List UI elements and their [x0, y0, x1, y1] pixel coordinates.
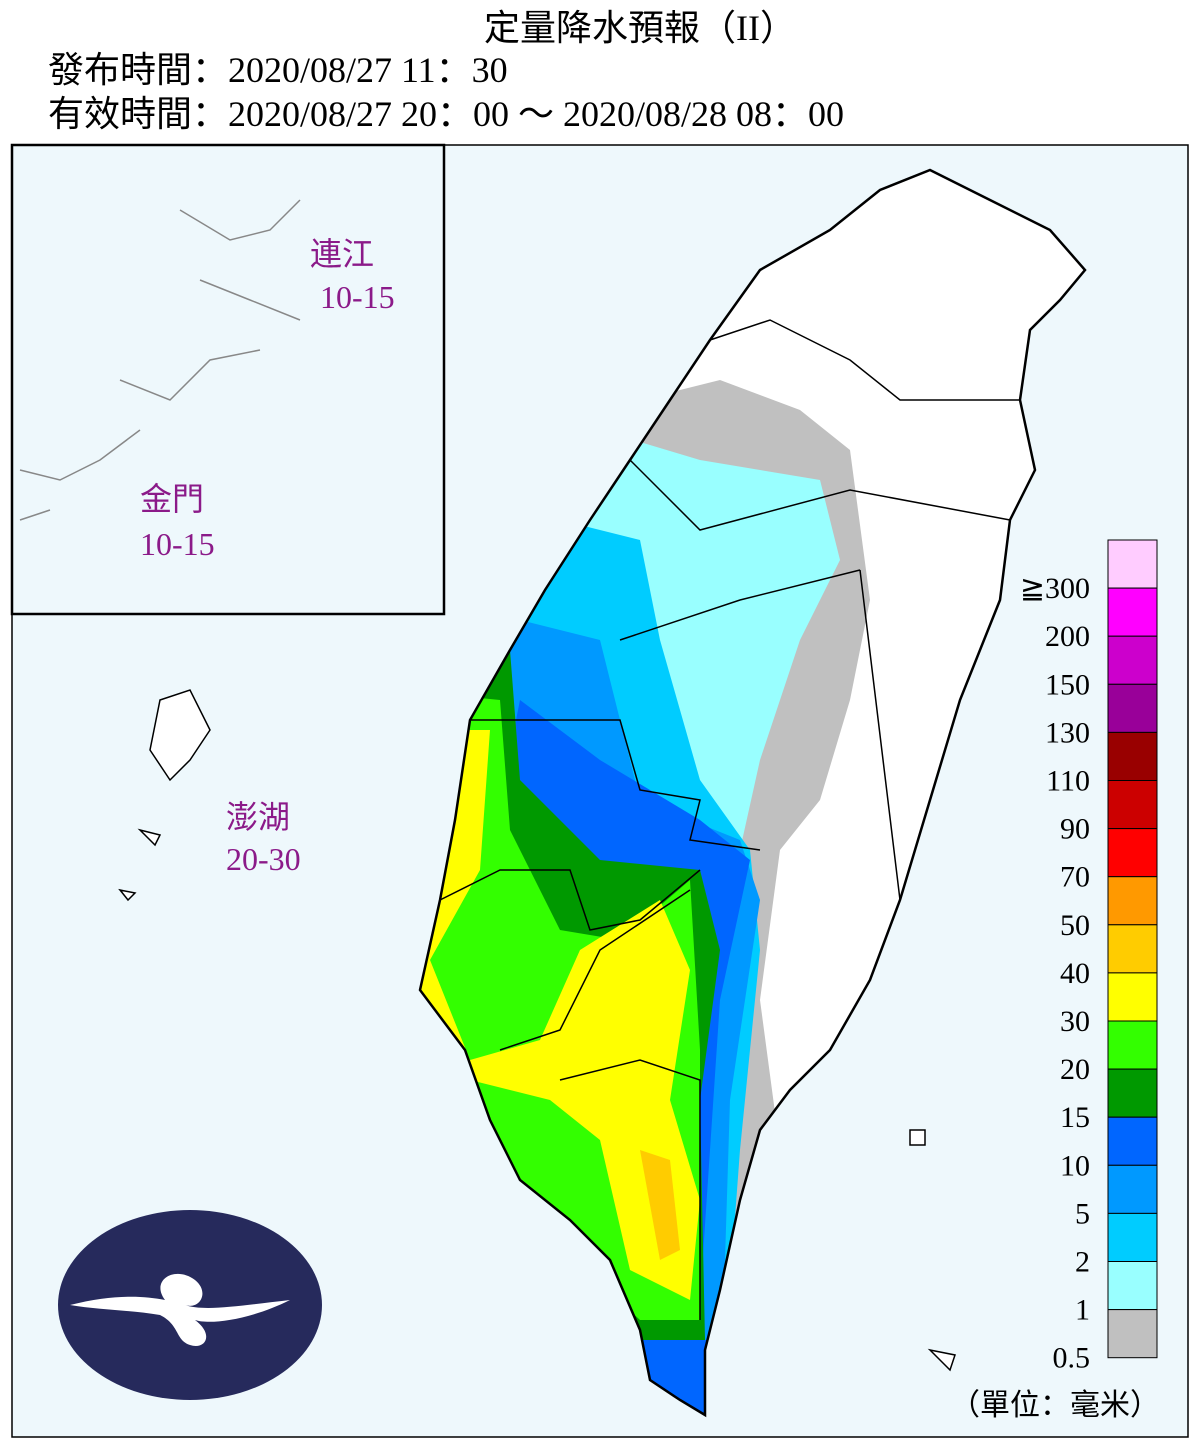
legend-label: 110: [1046, 765, 1090, 798]
legend-swatch: [1107, 587, 1158, 637]
coastline-mainland: [19, 199, 301, 521]
unit-label: （單位：毫米）: [950, 1389, 1160, 1422]
island-name: 連江: [310, 236, 374, 272]
legend-label: 15: [1060, 1101, 1090, 1134]
island-range: 10-15: [140, 526, 215, 562]
rain-orange-yellow: [640, 1150, 680, 1260]
issue-time: 發布時間：2020/08/27 11：30: [48, 50, 508, 90]
legend-swatch: [1107, 1164, 1158, 1214]
legend-label: 10: [1060, 1149, 1090, 1182]
legend-swatch: [1107, 1068, 1158, 1118]
legend-swatch: [1107, 635, 1158, 685]
legend-swatch: [1107, 539, 1158, 589]
legend-swatch: [1107, 683, 1158, 733]
title: 定量降水預報（II）: [484, 8, 796, 48]
island-name: 澎湖: [226, 799, 290, 835]
legend-label: 90: [1060, 813, 1090, 846]
valid-time: 有效時間：2020/08/27 20：00 ～ 2020/08/28 08：00: [48, 94, 844, 134]
county-borders: [439, 319, 1020, 1320]
island-name: 金門: [140, 481, 204, 517]
legend-label: 1: [1075, 1294, 1090, 1327]
legend-swatch: [1107, 1261, 1158, 1311]
island-range: 10-15: [320, 279, 395, 315]
logo-swirl: [70, 1273, 290, 1346]
outer-islands: [909, 1129, 956, 1372]
legend-swatch: [1107, 780, 1158, 830]
legend-label: 30: [1060, 1005, 1090, 1038]
rain-yellow: [420, 730, 700, 1300]
legend-label: 150: [1045, 668, 1090, 701]
legend-swatch: [1107, 1116, 1158, 1166]
legend-swatch: [1107, 924, 1158, 974]
legend-swatch: [1107, 1020, 1158, 1070]
legend-swatch: [1107, 828, 1158, 878]
legend-swatch: [1107, 1309, 1158, 1359]
legend-label: ≧300: [1020, 572, 1090, 605]
legend-swatch: [1107, 972, 1158, 1022]
legend-swatch: [1107, 1212, 1158, 1263]
island-range: 20-30: [226, 841, 301, 877]
legend-label: 70: [1060, 861, 1090, 894]
legend-label: 5: [1075, 1197, 1090, 1230]
legend-swatch: [1107, 876, 1158, 926]
legend-label: 50: [1060, 909, 1090, 942]
penghu-outline: [118, 689, 211, 902]
legend-label: 130: [1045, 716, 1090, 749]
legend-label: 200: [1045, 620, 1090, 653]
legend-label: 2: [1075, 1246, 1090, 1279]
legend-label: 40: [1060, 957, 1090, 990]
inset-frame: [10, 143, 446, 616]
legend-label: 0.5: [1053, 1342, 1091, 1375]
legend: ≧300 200 150 130 110 90 70 50 40 30 20 15 10 5 2 1 0.5: [1020, 539, 1158, 1375]
legend-swatch: [1107, 731, 1158, 782]
legend-label: 20: [1060, 1053, 1090, 1086]
